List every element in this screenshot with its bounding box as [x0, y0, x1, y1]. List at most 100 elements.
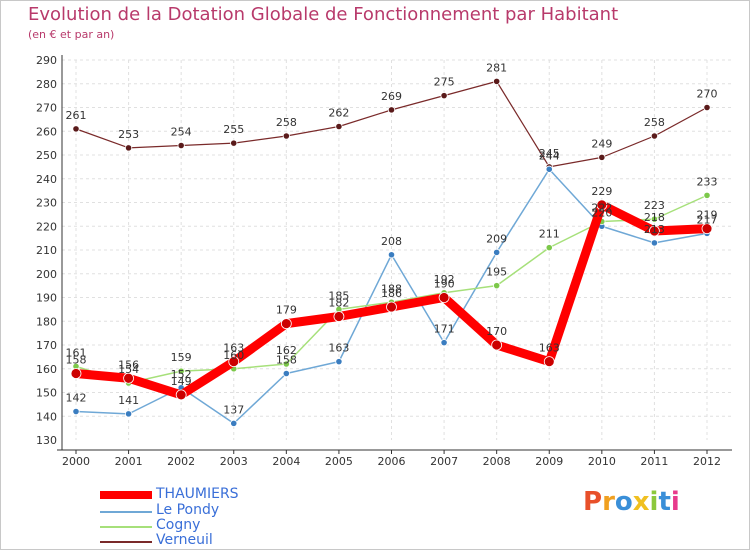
data-label-cogny: 192 [434, 273, 455, 286]
y-tick-label: 230 [36, 197, 57, 210]
logo-letter: x [632, 487, 650, 517]
data-label-le-pondy: 220 [591, 206, 612, 219]
data-point-cogny [545, 244, 553, 252]
data-point-le-pondy [387, 251, 396, 259]
data-label-cogny: 162 [276, 344, 297, 357]
data-point-verneuil [124, 144, 133, 152]
legend-swatch-le-pondy [100, 511, 152, 513]
data-label-verneuil: 281 [486, 61, 507, 74]
x-tick-label: 2011 [640, 455, 668, 468]
data-label-le-pondy: 137 [223, 403, 244, 416]
x-tick-label: 2005 [325, 455, 353, 468]
data-point-cogny [177, 367, 185, 375]
data-point-thaumiers [228, 356, 240, 368]
legend-label-le-pondy: Le Pondy [156, 502, 220, 518]
y-tick-label: 190 [36, 292, 57, 305]
data-labels: 261 253 254 255 258 262 269 275 281 245 249 258 270 1… [66, 61, 718, 416]
data-label-cogny: 195 [486, 266, 507, 279]
data-point-le-pondy [440, 339, 448, 347]
grid [62, 59, 732, 440]
x-tick-label: 2006 [378, 455, 406, 468]
data-label-cogny: 223 [644, 199, 665, 212]
data-point-le-pondy [493, 248, 501, 256]
data-point-thaumiers [438, 292, 450, 303]
data-label-thaumiers: 179 [276, 304, 297, 317]
x-tick-label: 2004 [272, 455, 300, 468]
data-point-thaumiers [386, 301, 397, 313]
data-point-thaumiers [649, 225, 660, 237]
logo-letter: t [658, 487, 671, 517]
data-point-verneuil [230, 139, 238, 147]
data-point-thaumiers [333, 311, 345, 322]
data-point-verneuil [282, 132, 290, 140]
data-point-verneuil [703, 103, 711, 112]
legend-swatch-verneuil [100, 541, 152, 543]
data-label-verneuil: 269 [381, 90, 402, 103]
data-label-verneuil: 249 [591, 137, 612, 150]
data-label-cogny: 222 [591, 202, 612, 215]
data-label-thaumiers: 190 [434, 278, 455, 291]
data-label-verneuil: 262 [328, 107, 349, 120]
data-label-cogny: 188 [381, 282, 402, 295]
data-point-thaumiers [543, 356, 555, 368]
y-tick-label: 280 [36, 78, 57, 91]
logo-letter: o [614, 487, 633, 517]
data-label-verneuil: 253 [118, 128, 139, 141]
data-label-verneuil: 255 [223, 123, 244, 136]
data-label-cogny: 161 [66, 346, 87, 359]
data-label-le-pondy: 141 [118, 394, 139, 407]
data-point-verneuil [72, 125, 80, 133]
data-label-le-pondy: 208 [381, 235, 402, 248]
data-label-cogny: 160 [223, 349, 244, 362]
x-tick-label: 2003 [220, 455, 248, 468]
y-tick-label: 250 [36, 149, 57, 162]
y-tick-label: 130 [36, 434, 57, 447]
data-label-thaumiers: 156 [118, 358, 139, 371]
data-label-cogny: 159 [171, 351, 192, 364]
y-tick-label: 220 [36, 220, 57, 233]
data-label-thaumiers: 149 [171, 375, 192, 388]
data-point-verneuil [650, 132, 659, 140]
data-label-le-pondy: 244 [539, 149, 560, 162]
data-point-cogny [703, 191, 711, 199]
data-label-le-pondy: 171 [434, 323, 455, 336]
data-point-le-pondy [650, 239, 659, 247]
data-label-verneuil: 275 [434, 76, 455, 89]
y-tick-label: 180 [36, 315, 57, 328]
data-label-le-pondy: 209 [486, 232, 507, 245]
data-label-thaumiers: 229 [591, 185, 612, 198]
legend-swatch-cogny [100, 526, 152, 528]
y-tick-label: 150 [36, 387, 57, 400]
logo-letter: r [602, 487, 615, 517]
data-label-thaumiers: 163 [539, 342, 560, 355]
data-point-le-pondy [545, 165, 553, 173]
data-label-le-pondy: 213 [644, 223, 665, 236]
data-point-thaumiers [596, 199, 608, 211]
x-tick-label: 2009 [535, 455, 563, 468]
data-label-verneuil: 261 [66, 109, 87, 122]
proxiti-logo: Proxiti [583, 487, 680, 517]
x-tick-label: 2002 [167, 455, 195, 468]
data-point-le-pondy [282, 369, 290, 378]
logo-letter: i [670, 487, 680, 517]
x-tick-label: 2000 [62, 455, 90, 468]
data-point-thaumiers [70, 368, 82, 379]
y-tick-label: 170 [36, 339, 57, 352]
data-label-le-pondy: 163 [328, 342, 349, 355]
data-point-cogny [282, 360, 290, 368]
data-point-le-pondy [335, 358, 343, 366]
y-tick-label: 140 [36, 410, 57, 423]
data-point-le-pondy [230, 419, 238, 427]
data-point-thaumiers [701, 223, 713, 235]
x-tick-label: 2010 [588, 455, 616, 468]
data-point-verneuil [493, 77, 501, 85]
data-label-cogny: 185 [328, 289, 349, 302]
data-label-verneuil: 258 [644, 116, 665, 129]
legend-label-thaumiers: THAUMIERS [156, 486, 239, 502]
y-tick-label: 210 [36, 244, 57, 257]
x-tick-label: 2001 [115, 455, 143, 468]
x-tick-labels: 2000 2001 2002 2003 2004 2005 2006 2007 2008 2009… [62, 455, 721, 468]
data-point-cogny [650, 215, 659, 223]
axes [57, 55, 732, 454]
